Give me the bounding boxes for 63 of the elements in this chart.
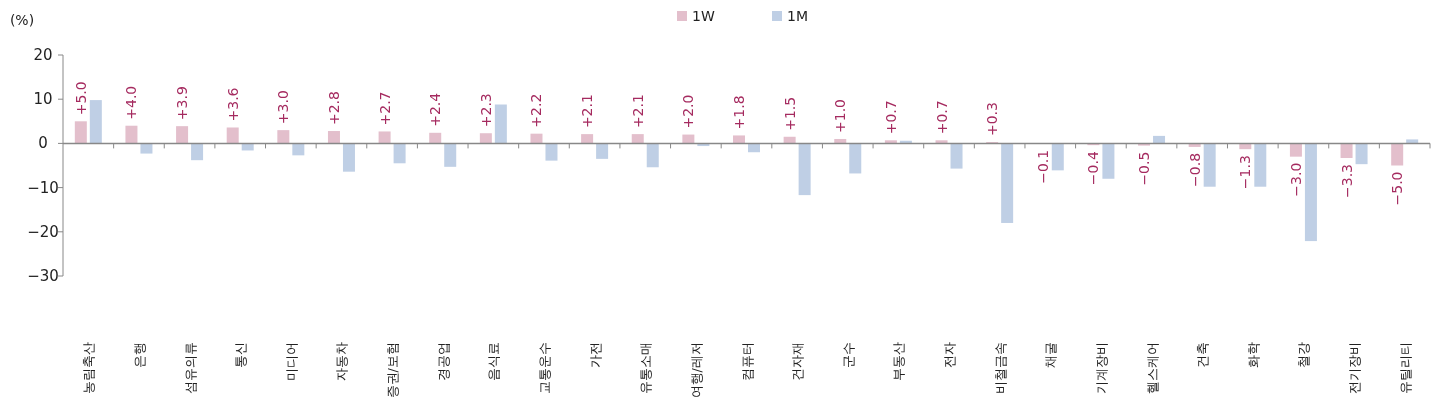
- x-tick-label: 유틸리티: [1397, 342, 1413, 394]
- data-label: +2.3: [477, 93, 494, 128]
- x-tick-label: 음식료: [486, 342, 502, 381]
- x-tick-label: 은행: [131, 342, 147, 368]
- data-label: +2.4: [427, 92, 444, 127]
- data-label: −0.1: [1034, 149, 1051, 184]
- data-label: +2.1: [629, 94, 646, 129]
- x-tick-label: 건축: [1195, 342, 1211, 368]
- x-tick-label: 군수: [840, 342, 856, 368]
- x-tick-label: 경공업: [435, 342, 451, 381]
- data-label: +2.7: [376, 91, 393, 126]
- legend-label: 1M: [787, 8, 808, 24]
- y-tick-label: −30: [27, 267, 59, 285]
- x-tick-label: 화학: [1245, 342, 1261, 368]
- x-tick-label: 자동차: [334, 342, 350, 381]
- data-label: +2.8: [325, 91, 342, 126]
- x-tick-label: 증권/보험: [385, 342, 401, 399]
- x-tick-label: 부동산: [891, 342, 907, 381]
- x-tick-label: 섬유의류: [182, 342, 198, 394]
- x-tick-label: 전자: [942, 342, 958, 368]
- x-tick-label: 교통운수: [536, 342, 552, 394]
- data-label: −3.0: [1287, 162, 1304, 197]
- data-label: −0.5: [1136, 151, 1153, 186]
- data-label: −5.0: [1389, 171, 1406, 206]
- x-tick-label: 가전: [587, 342, 603, 368]
- data-label: +1.5: [781, 96, 798, 131]
- data-label: +2.2: [528, 93, 545, 128]
- x-tick-label: 여행/레저: [688, 342, 704, 399]
- data-label: +3.6: [224, 87, 241, 122]
- data-label: +1.8: [731, 95, 747, 130]
- x-tick-label: 미디어: [283, 342, 299, 381]
- y-tick-label: −20: [27, 222, 59, 241]
- data-label: +1.0: [832, 98, 849, 133]
- data-label: +2.0: [680, 94, 697, 129]
- data-label: +3.0: [275, 90, 292, 125]
- legend-label: 1W: [692, 8, 715, 24]
- data-label: +0.3: [984, 102, 1001, 137]
- x-tick-label: 채굴: [1043, 342, 1059, 368]
- y-axis-title: (%): [9, 12, 35, 28]
- data-label: +0.7: [882, 100, 899, 135]
- data-label: −0.8: [1186, 152, 1203, 187]
- data-label: −3.3: [1338, 163, 1355, 198]
- y-tick-label: 10: [33, 90, 53, 109]
- data-label: +5.0: [72, 81, 89, 116]
- data-label: +0.7: [933, 100, 950, 135]
- data-label: +3.9: [174, 86, 191, 121]
- x-tick-label: 컴퓨터: [739, 342, 755, 381]
- x-tick-label: 통신: [233, 342, 249, 368]
- x-tick-label: 전기장비: [1347, 342, 1363, 394]
- x-tick-label: 비철금속: [992, 342, 1008, 394]
- data-label: −0.4: [1085, 151, 1102, 186]
- y-tick-label: 0: [38, 134, 48, 153]
- x-tick-label: 유통소매: [638, 342, 654, 394]
- x-tick-label: 헬스케어: [1144, 342, 1160, 394]
- y-tick-label: 20: [33, 46, 53, 64]
- x-tick-label: 건자재: [790, 342, 806, 381]
- data-label: −1.3: [1237, 155, 1254, 190]
- x-tick-label: 농림축산: [81, 342, 97, 394]
- data-label: +4.0: [123, 85, 140, 120]
- x-tick-label: 기계장비: [1093, 342, 1109, 394]
- x-tick-label: 철강: [1296, 342, 1312, 368]
- data-label: +2.1: [579, 94, 596, 129]
- y-tick-label: −10: [27, 178, 59, 197]
